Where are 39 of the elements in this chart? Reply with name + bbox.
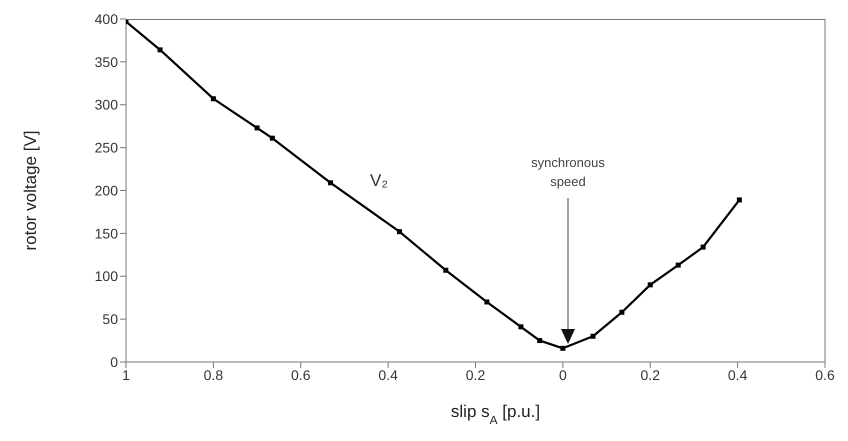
point [537,338,542,344]
annotation: synchronous speed [530,154,606,191]
x-tick-label: 0.2 [640,366,660,383]
x-tick-label: 0.4 [728,366,748,383]
point [676,262,681,268]
x-tick-label: 0.6 [815,366,835,383]
x-tick-label: 0.2 [466,366,486,383]
x-tick-label: 0.4 [378,366,398,383]
y-tick-label: 100 [94,268,118,284]
point [590,334,596,339]
x-tick-label: 1 [122,366,130,383]
point [210,96,216,102]
y-tick-label: 250 [94,140,118,156]
x-tick-label: 0 [558,366,567,383]
y-tick-label: 350 [94,54,118,70]
point [158,47,163,52]
point [518,324,524,330]
y-tick-label: 200 [94,182,118,198]
point [254,125,260,130]
point [560,346,566,351]
x-tick-label: 0.6 [291,366,311,383]
y-axis-title: rotor voltage [V] [21,130,40,251]
x-tick-label: 0.8 [204,366,224,383]
point [736,197,742,202]
y-tick-label: 400 [94,10,118,27]
point [443,268,448,273]
y-tick-label: 50 [102,311,118,328]
point [648,282,653,288]
point [396,229,402,234]
point [328,180,333,186]
x-axis-title: slip s$_{A}$ [p.u.] [450,402,540,427]
point [619,310,624,315]
point [270,136,275,141]
y-tick-label: 0 [110,354,118,370]
series-label: V₂ [370,171,388,191]
point [484,299,490,304]
point [700,244,706,250]
y-tick-label: 300 [94,96,118,113]
y-tick-label: 150 [94,225,118,242]
